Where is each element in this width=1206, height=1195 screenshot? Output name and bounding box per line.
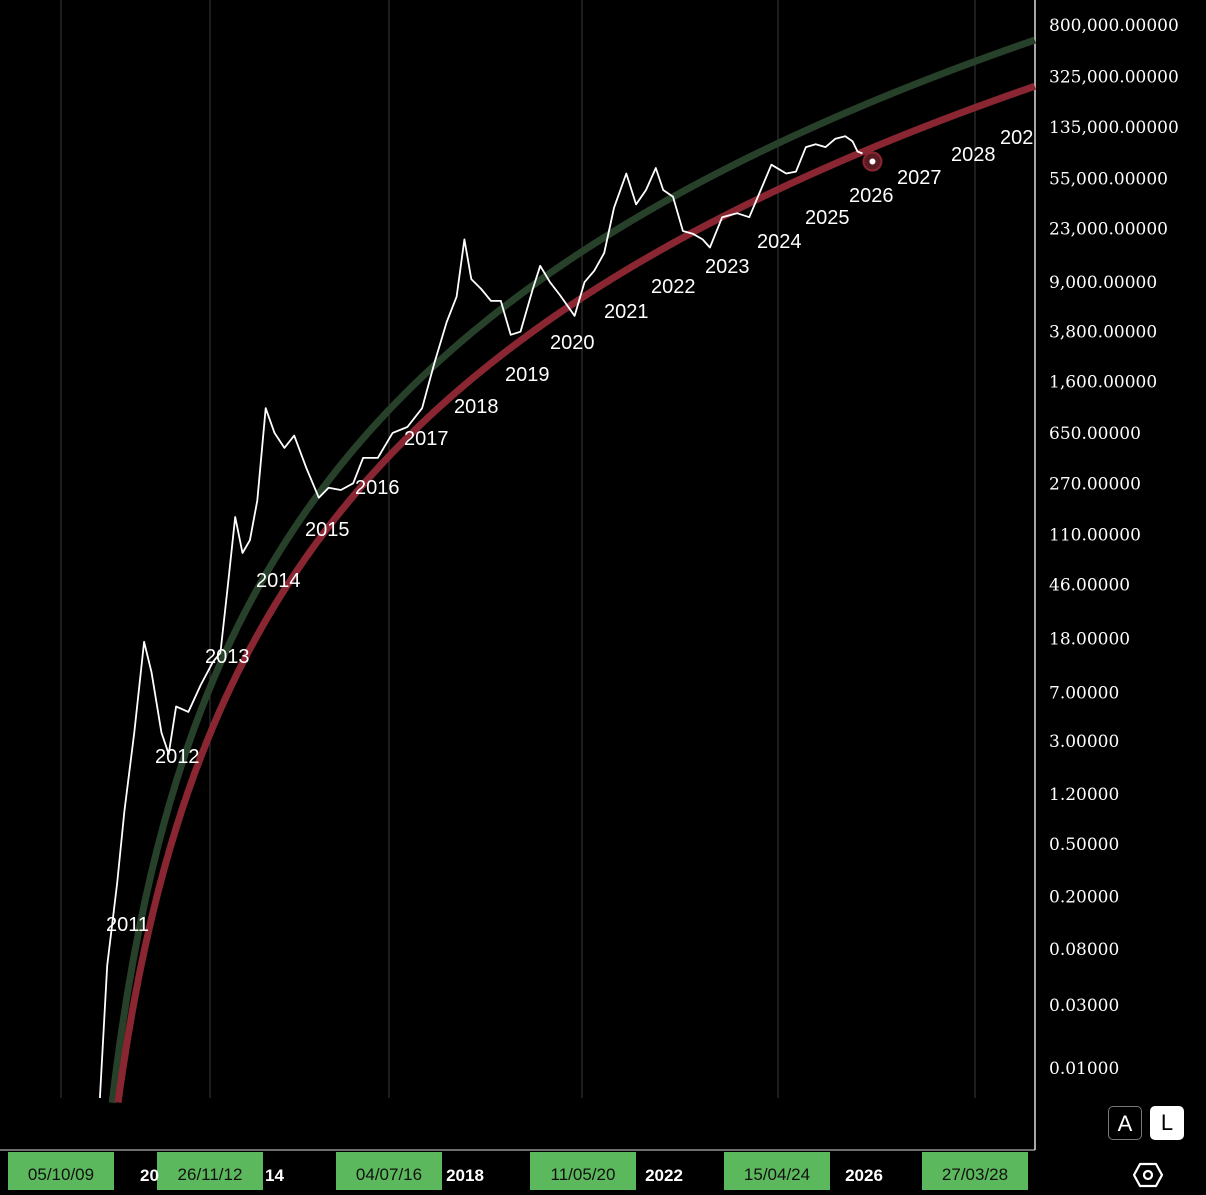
date-box [8, 1152, 114, 1190]
date-box-label: 11/05/20 [551, 1165, 616, 1184]
curve-year-label: 2021 [604, 301, 649, 323]
date-box [530, 1152, 636, 1190]
date-box [157, 1152, 263, 1190]
price-line [99, 135, 863, 1099]
y-tick-label: 650.00000 [1049, 424, 1141, 444]
x-year-label: 2026 [845, 1166, 883, 1185]
x-year-label: 2018 [446, 1166, 484, 1185]
y-tick-label: 46.00000 [1049, 576, 1130, 596]
lower-band-curve [114, 83, 1036, 1103]
curve-year-label: 2017 [404, 428, 449, 450]
curve-year-label: 2027 [897, 167, 942, 189]
curve-year-label: 2026 [849, 185, 894, 207]
y-tick-label: 325,000.00000 [1049, 68, 1179, 88]
curve-year-label: 2023 [705, 256, 750, 278]
y-tick-label: 800,000.00000 [1049, 16, 1179, 36]
y-tick-label: 55,000.00000 [1049, 169, 1168, 189]
curve-year-label: 2022 [651, 276, 696, 298]
date-box [336, 1152, 442, 1190]
curve-year-label: 2013 [205, 646, 250, 668]
date-box [922, 1152, 1028, 1190]
vertical-gridlines [60, 0, 976, 1098]
y-tick-label: 9,000.00000 [1049, 273, 1157, 293]
settings-icon[interactable] [1132, 1160, 1164, 1190]
curve-year-label: 2020 [550, 332, 595, 354]
y-tick-label: 0.50000 [1049, 835, 1119, 855]
curve-year-label: 2015 [305, 519, 350, 541]
curve-year-label: 2028 [951, 144, 996, 166]
x-year-label: 2022 [645, 1166, 683, 1185]
y-tick-label: 23,000.00000 [1049, 219, 1168, 239]
auto-scale-button[interactable]: A [1108, 1106, 1142, 1140]
current-price-dot [869, 158, 876, 165]
date-box-label: 05/10/09 [28, 1165, 94, 1184]
y-tick-label: 0.01000 [1049, 1059, 1119, 1079]
y-tick-label: 135,000.00000 [1049, 118, 1179, 138]
y-tick-label: 3,800.00000 [1049, 323, 1157, 343]
curve-year-label: 2019 [505, 364, 550, 386]
curve-year-label: 2024 [757, 231, 802, 253]
y-tick-label: 110.00000 [1049, 526, 1141, 546]
date-box-label: 26/11/12 [178, 1165, 243, 1184]
date-box-label: 27/03/28 [942, 1165, 1008, 1184]
y-tick-label: 1.20000 [1049, 785, 1119, 805]
y-tick-label: 0.08000 [1049, 940, 1119, 960]
y-tick-label: 270.00000 [1049, 474, 1141, 494]
y-tick-label: 0.03000 [1049, 996, 1119, 1016]
curve-year-label: 2016 [355, 477, 400, 499]
log-scale-button[interactable]: L [1150, 1106, 1184, 1140]
date-box-label: 15/04/24 [744, 1165, 810, 1184]
curve-year-label: 2012 [155, 746, 200, 768]
date-box-label: 04/07/16 [356, 1165, 422, 1184]
y-tick-label: 0.20000 [1049, 887, 1119, 907]
y-tick-label: 7.00000 [1049, 684, 1119, 704]
x-year-label-partial: 14 [265, 1166, 284, 1185]
y-tick-label: 3.00000 [1049, 732, 1119, 752]
curve-year-label: 2018 [454, 396, 499, 418]
curve-year-label: 2011 [106, 914, 149, 936]
x-year-label-partial: 20 [140, 1166, 159, 1185]
curve-year-label: 2025 [805, 207, 850, 229]
upper-band-curve [108, 36, 1036, 1104]
date-box [724, 1152, 830, 1190]
y-tick-label: 1,600.00000 [1049, 372, 1157, 392]
y-tick-label: 18.00000 [1049, 630, 1130, 650]
settings-hexagon-icon [1132, 1162, 1164, 1188]
curve-year-label: 202 [1000, 127, 1033, 149]
curve-year-label: 2014 [256, 570, 301, 592]
